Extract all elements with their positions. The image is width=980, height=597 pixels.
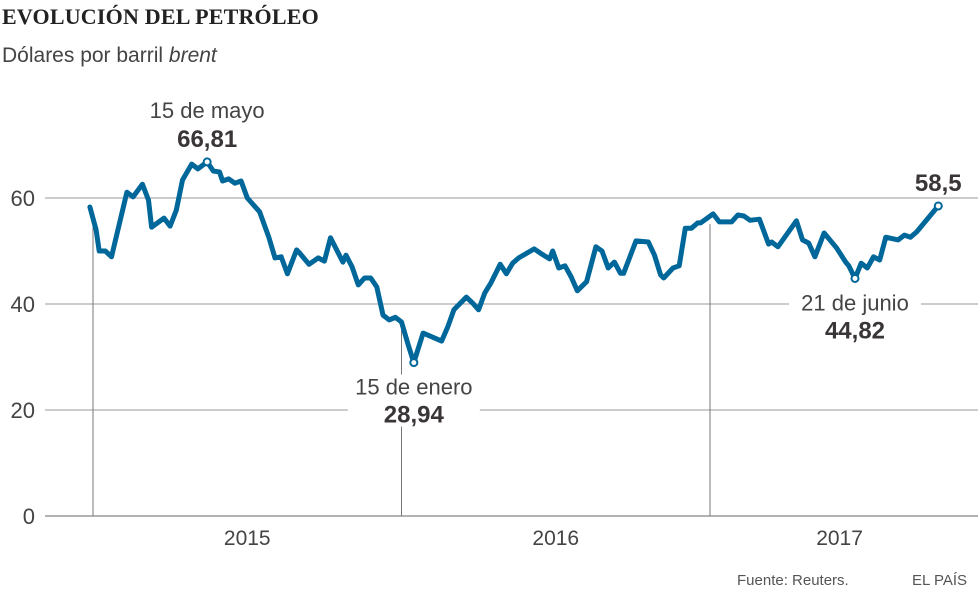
annotation-marker: [409, 358, 419, 368]
annotation-date: 15 de enero: [355, 375, 472, 400]
x-tick-label: 2017: [816, 527, 863, 550]
annotation-value: 58,5: [915, 170, 962, 197]
annotation-date: 21 de junio: [801, 290, 909, 315]
series-line-brent: [87, 159, 941, 366]
annotation-value: 44,82: [825, 317, 885, 344]
source-note: Fuente: Reuters.: [737, 572, 849, 589]
subtitle-text: Dólares por barril: [2, 44, 169, 67]
y-tick-label: 20: [11, 398, 35, 423]
brand-label: EL PAÍS: [912, 572, 968, 589]
x-tick-label: 2015: [224, 527, 271, 550]
annotation-backing: [347, 374, 480, 427]
chart-subtitle: Dólares por barril brent: [2, 44, 217, 68]
x-tick-label: 2016: [532, 527, 579, 550]
y-tick-label: 60: [11, 186, 35, 211]
annotation-marker: [933, 201, 943, 211]
annotation-marker: [202, 157, 212, 167]
annotation-backing: [788, 290, 921, 343]
annotation-marker: [850, 273, 860, 283]
subtitle-italic: brent: [168, 44, 217, 67]
annotation-value: 28,94: [384, 402, 445, 429]
annotation-value: 66,81: [177, 126, 237, 153]
y-tick-label: 0: [23, 504, 35, 529]
annotation-backing: [141, 97, 274, 150]
annotation-date: 15 de mayo: [150, 98, 265, 123]
chart-title: EVOLUCIÓN DEL PETRÓLEO: [2, 4, 319, 29]
y-tick-label: 40: [11, 292, 35, 317]
